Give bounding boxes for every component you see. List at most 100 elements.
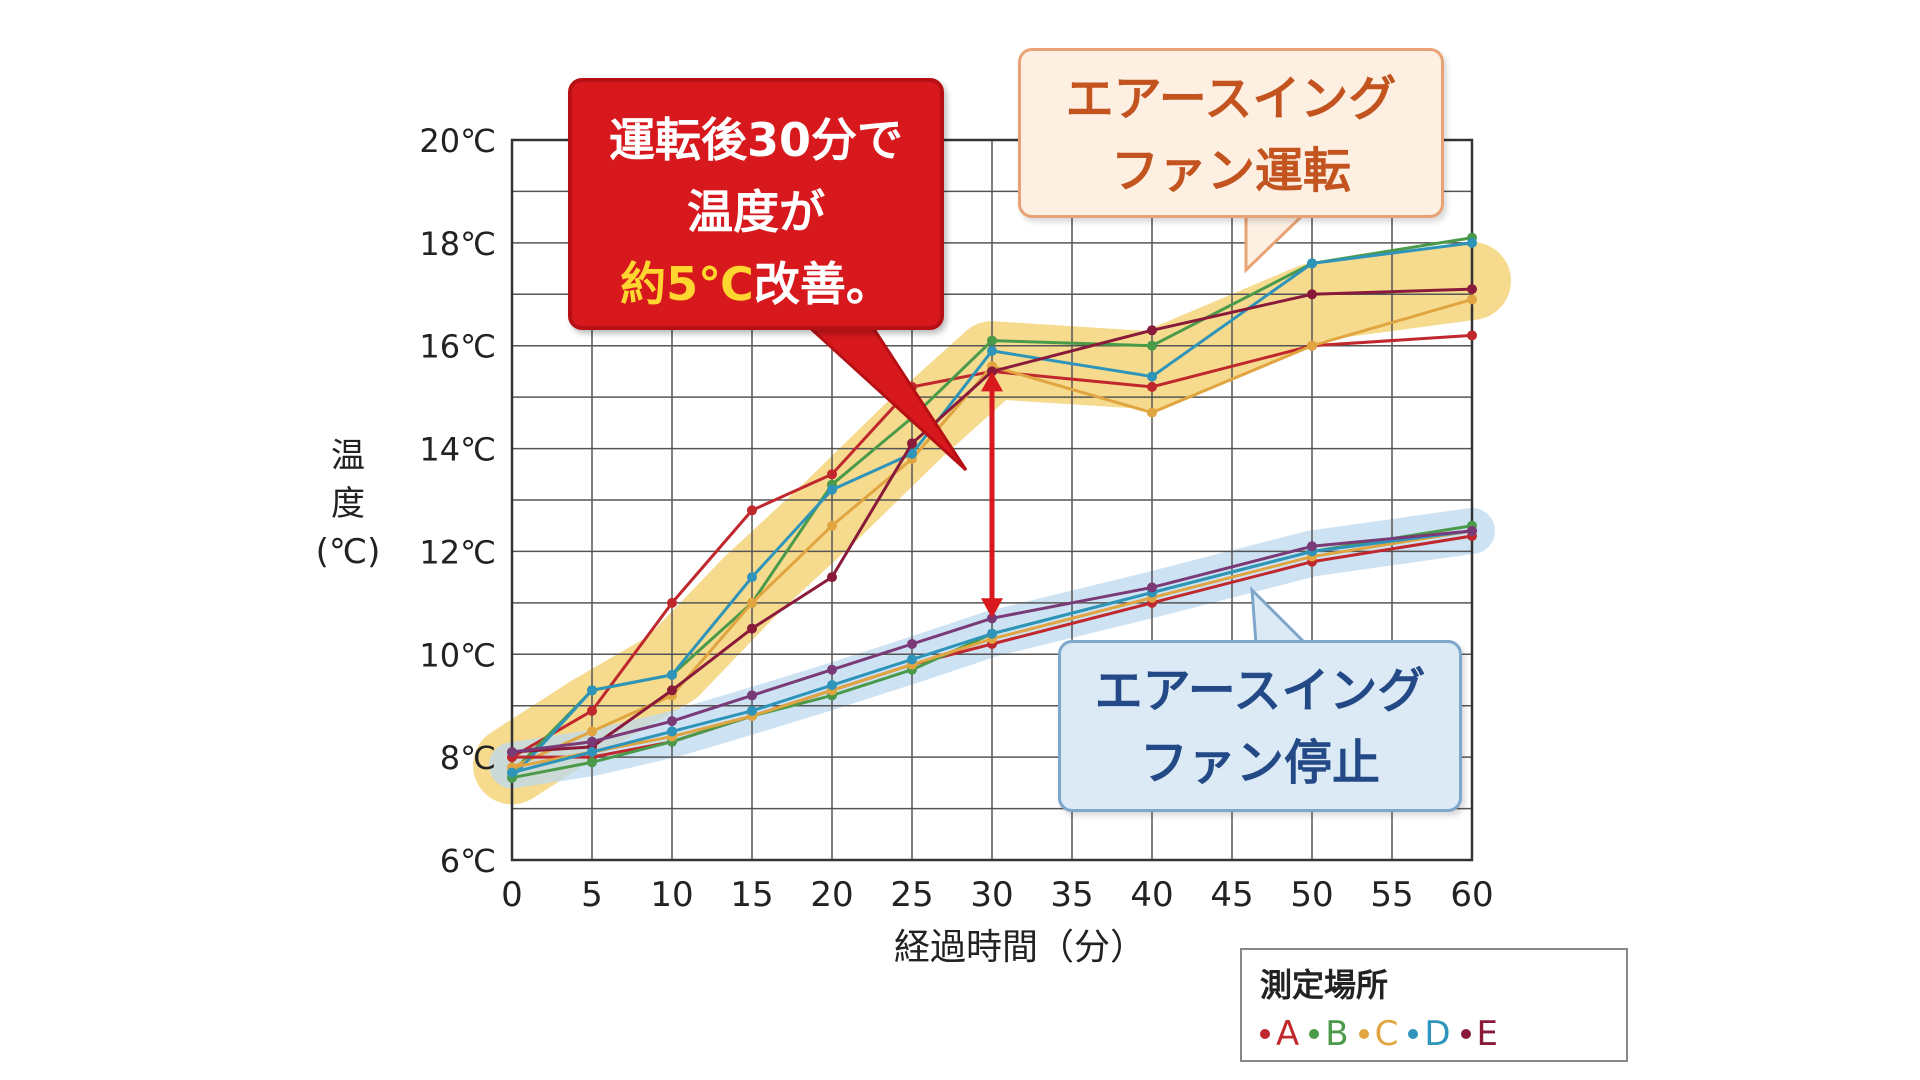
y-tick-label: 6℃	[440, 842, 496, 880]
legend-label-e: E	[1476, 1014, 1499, 1054]
x-tick-label: 5	[581, 875, 603, 915]
series-line-fan-off-c	[511, 529, 1473, 769]
y-axis-label: 温 度 (℃)	[308, 432, 388, 576]
improvement-callout-line1: 運転後30分で	[608, 113, 903, 167]
x-tick-label: 0	[501, 875, 523, 915]
data-point-fan-on-d	[987, 345, 997, 356]
data-point-fan-off-e	[747, 690, 757, 701]
data-point-fan-on-e	[1467, 284, 1477, 295]
data-point-fan-on-c	[587, 726, 597, 737]
y-tick-label: 10℃	[419, 636, 496, 674]
data-point-fan-on-c	[1307, 340, 1317, 351]
data-point-fan-on-d	[1307, 258, 1317, 269]
x-tick-label: 50	[1290, 875, 1333, 915]
legend-item-b: B	[1309, 1014, 1349, 1054]
x-tick-label: 60	[1450, 875, 1493, 915]
legend-dot-icon	[1358, 1029, 1369, 1039]
legend-item-a: A	[1260, 1014, 1299, 1054]
data-point-fan-on-d	[827, 484, 837, 495]
data-point-fan-on-d	[907, 448, 917, 459]
legend-item-c: C	[1358, 1014, 1399, 1054]
x-axis-ticks: 0 5 10 15 20 25 30 35 40 45 50 55 60	[501, 875, 1493, 915]
data-point-fan-on-e	[747, 623, 757, 634]
data-point-fan-on-e	[667, 685, 677, 696]
improvement-callout-line3: 約5℃改善。	[572, 248, 940, 320]
y-axis-label-line3: (℃)	[315, 532, 381, 572]
data-point-fan-on-c	[827, 520, 837, 531]
fan-on-callout-line2: ファン運転	[1110, 143, 1351, 199]
blue-callout-pointer	[1250, 586, 1310, 646]
data-point-fan-on-e	[907, 438, 917, 449]
data-point-fan-on-a	[827, 469, 837, 480]
legend-label-c: C	[1374, 1014, 1399, 1054]
data-point-fan-on-c	[1147, 407, 1157, 418]
series-line-fan-on-c	[511, 297, 1473, 769]
y-tick-label: 12℃	[419, 533, 496, 571]
series-lines	[507, 232, 1477, 783]
data-point-fan-on-c	[1467, 294, 1477, 305]
data-point-fan-on-d	[587, 685, 597, 696]
data-point-fan-on-b	[1147, 340, 1157, 351]
data-point-fan-off-e	[1467, 525, 1477, 536]
fan-off-callout-line1: エアースイング	[1094, 663, 1426, 719]
fan-off-callout-line2: ファン停止	[1139, 735, 1380, 791]
data-point-fan-on-e	[1147, 325, 1157, 336]
y-tick-label: 14℃	[419, 431, 496, 469]
data-point-fan-on-a	[587, 705, 597, 716]
data-point-fan-on-d	[667, 669, 677, 680]
y-tick-label: 8℃	[440, 739, 496, 777]
y-axis-label-line1: 温	[331, 436, 365, 476]
orange-callout-pointer	[1244, 212, 1308, 274]
x-tick-label: 55	[1370, 875, 1413, 915]
data-point-fan-off-e	[907, 639, 917, 649]
data-point-fan-off-e	[667, 716, 677, 727]
legend-title: 測定場所	[1260, 966, 1389, 1004]
data-point-fan-on-d	[1147, 371, 1157, 382]
improvement-callout-line2: 温度が	[687, 185, 825, 239]
data-point-fan-off-e	[827, 664, 837, 675]
data-point-fan-off-d	[827, 680, 837, 691]
fan-off-callout: エアースイング ファン停止	[1058, 640, 1462, 812]
legend-items: A B C D E	[1260, 1014, 1608, 1054]
data-point-fan-on-a	[747, 505, 757, 516]
data-point-fan-on-a	[1147, 381, 1157, 392]
y-tick-label: 18℃	[419, 225, 496, 263]
data-point-fan-off-e	[507, 747, 517, 757]
data-point-fan-off-d	[667, 726, 677, 737]
plot-frame	[510, 138, 1474, 862]
data-point-fan-off-d	[507, 767, 517, 778]
data-point-fan-off-e	[587, 736, 597, 747]
data-point-fan-off-d	[907, 654, 917, 665]
x-tick-label: 35	[1050, 875, 1093, 915]
data-point-fan-on-a	[1467, 330, 1477, 341]
x-tick-label: 30	[970, 875, 1013, 915]
data-point-fan-off-d	[747, 705, 757, 716]
series-line-fan-on-d	[510, 241, 1473, 779]
improvement-callout-suffix: 改善。	[753, 257, 892, 311]
series-line-fan-on-e	[511, 287, 1473, 754]
legend: 測定場所 A B C D E	[1240, 948, 1628, 1062]
y-tick-label: 20℃	[419, 122, 496, 160]
x-tick-label: 45	[1210, 875, 1253, 915]
data-point-fan-off-d	[587, 747, 597, 757]
legend-dot-icon	[1460, 1029, 1471, 1039]
data-point-fan-on-b	[987, 335, 997, 346]
y-axis-label-line2: 度	[331, 484, 365, 524]
series-line-fan-off-e	[511, 529, 1473, 754]
x-tick-label: 25	[890, 875, 933, 915]
series-line-fan-off-d	[511, 529, 1473, 775]
data-point-fan-on-c	[747, 597, 757, 608]
arrow-head-down	[981, 598, 1003, 619]
legend-item-e: E	[1460, 1014, 1499, 1054]
x-tick-label: 40	[1130, 875, 1173, 915]
x-tick-label: 10	[650, 875, 693, 915]
improvement-value: 約5℃	[620, 257, 754, 311]
data-point-fan-on-d	[747, 572, 757, 583]
data-point-fan-on-a	[667, 597, 677, 608]
legend-label-b: B	[1325, 1014, 1349, 1054]
data-point-fan-off-e	[1147, 582, 1157, 593]
data-point-fan-on-e	[827, 572, 837, 583]
data-point-fan-off-b	[587, 757, 597, 768]
legend-dot-icon	[1309, 1029, 1320, 1039]
